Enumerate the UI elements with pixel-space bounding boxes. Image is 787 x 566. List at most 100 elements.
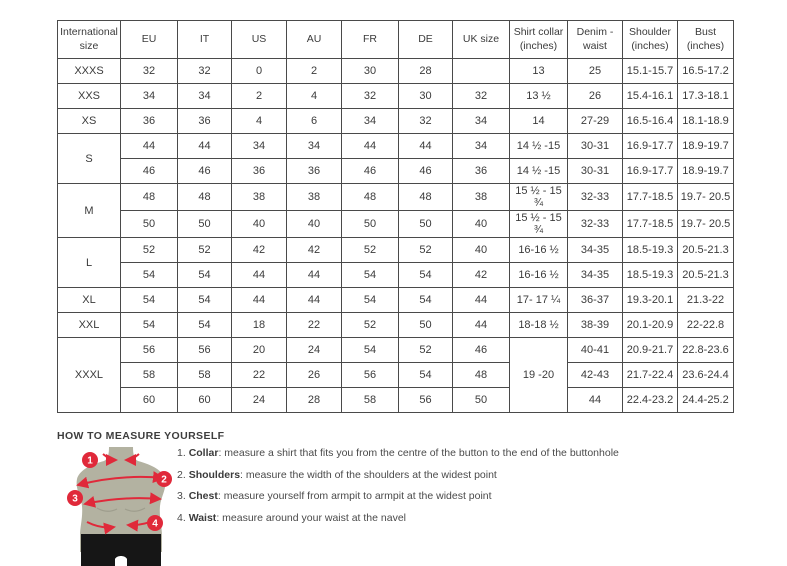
cell-fr: 56 [341, 362, 399, 388]
cell-de: 48 [398, 183, 453, 211]
cell-it: 54 [177, 262, 232, 288]
cell-de: 46 [398, 158, 453, 184]
cell-shirt-collar: 13 ½ [509, 83, 568, 109]
table-header-row: International size EU IT US AU FR DE UK … [57, 20, 734, 59]
cell-uk: 46 [452, 337, 510, 363]
measure-title: HOW TO MEASURE YOURSELF [57, 430, 225, 442]
cell-us: 40 [231, 210, 287, 238]
cell-fr: 50 [341, 210, 399, 238]
cell-fr: 30 [341, 58, 399, 84]
svg-text:4: 4 [152, 519, 158, 530]
cell-bust: 20.5-21.3 [677, 237, 734, 263]
cell-bust: 18.9-19.7 [677, 158, 734, 184]
step-text: : measure yourself from armpit to armpit… [217, 490, 492, 503]
size-group-label: L [57, 237, 121, 288]
cell-us: 36 [231, 158, 287, 184]
cell-shirt-collar: 15 ½ - 15 ¾ [509, 210, 568, 238]
cell-au: 44 [286, 262, 342, 288]
cell-fr: 32 [341, 83, 399, 109]
cell-uk: 40 [452, 210, 510, 238]
cell-it: 32 [177, 58, 232, 84]
cell-bust: 22.8-23.6 [677, 337, 734, 363]
measure-steps: 1. Collar: measure a shirt that fits you… [177, 447, 737, 533]
cell-de: 32 [398, 108, 453, 134]
header-au: AU [286, 20, 342, 59]
header-uk-size: UK size [452, 20, 510, 59]
cell-fr: 46 [341, 158, 399, 184]
cell-de: 28 [398, 58, 453, 84]
measure-step: 3. Chest: measure yourself from armpit t… [177, 490, 737, 502]
cell-shoulder: 20.9-21.7 [622, 337, 678, 363]
step-label: Collar [188, 447, 219, 459]
cell-eu: 54 [120, 287, 178, 313]
cell-eu: 54 [120, 262, 178, 288]
cell-us: 0 [231, 58, 287, 84]
cell-us: 42 [231, 237, 287, 263]
cell-au: 40 [286, 210, 342, 238]
cell-us: 2 [231, 83, 287, 109]
header-fr: FR [341, 20, 399, 59]
cell-bust: 18.1-18.9 [677, 108, 734, 134]
cell-bust: 16.5-17.2 [677, 58, 734, 84]
cell-it: 50 [177, 210, 232, 238]
cell-au: 2 [286, 58, 342, 84]
header-us: US [231, 20, 287, 59]
cell-it: 54 [177, 287, 232, 313]
cell-au: 38 [286, 183, 342, 211]
cell-bust: 24.4-25.2 [677, 387, 734, 413]
size-group-label: M [57, 183, 121, 238]
cell-au: 44 [286, 287, 342, 313]
cell-uk: 48 [452, 362, 510, 388]
header-it: IT [177, 20, 232, 59]
svg-text:2: 2 [161, 475, 167, 486]
cell-de: 54 [398, 362, 453, 388]
cell-shoulder: 15.1-15.7 [622, 58, 678, 84]
cell-uk: 40 [452, 237, 510, 263]
cell-au: 34 [286, 133, 342, 159]
cell-au: 28 [286, 387, 342, 413]
table-row: XXS 34 34 2 4 32 30 32 13 ½ 26 15.4-16.1 17.3-18.1 [57, 83, 734, 109]
svg-text:3: 3 [72, 494, 78, 505]
cell-uk: 44 [452, 312, 510, 338]
cell-de: 52 [398, 337, 453, 363]
cell-shoulder: 20.1-20.9 [622, 312, 678, 338]
collar-arrow [124, 453, 140, 466]
cell-uk: 42 [452, 262, 510, 288]
cell-it: 44 [177, 133, 232, 159]
cell-uk: 36 [452, 158, 510, 184]
step-number: 2. [177, 468, 189, 481]
cell-au: 26 [286, 362, 342, 388]
step-text: : measure around your waist at the navel [216, 511, 406, 524]
chest-arrow [83, 492, 162, 508]
table-row: 46 46 36 36 46 46 36 14 ½ -15 30-31 16.9-17.7 18.9… [58, 158, 734, 184]
cell-denim-waist: 30-31 [567, 158, 623, 184]
cell-bust: 20.5-21.3 [677, 262, 734, 288]
table-row: M 48 48 38 38 48 48 38 15 ½ - 15 ¾ 32-33 17.7-18.5… [57, 183, 734, 238]
measure-step-2-badge: 2 [156, 471, 172, 487]
cell-it: 54 [177, 312, 232, 338]
cell-shoulder: 22.4-23.2 [622, 387, 678, 413]
waist-arrow [86, 521, 116, 535]
cell-uk: 32 [452, 83, 510, 109]
step-number: 4. [177, 511, 189, 524]
cell-shoulder: 15.4-16.1 [622, 83, 678, 109]
step-label: Shoulders [188, 468, 241, 481]
table-row: XS 36 36 4 6 34 32 34 14 27-29 16.5-16.4 18.1-18.9 [57, 108, 734, 134]
cell-shirt-collar: 14 [509, 108, 568, 134]
cell-it: 58 [177, 362, 232, 388]
size-group-label: XXL [57, 312, 121, 338]
step-text: : measure the width of the shoulders at … [240, 468, 497, 481]
cell-us: 24 [231, 387, 287, 413]
cell-uk: 34 [452, 133, 510, 159]
measure-step-4-badge: 4 [147, 515, 163, 531]
step-text: : measure a shirt that fits you from the… [218, 447, 619, 459]
measure-section: HOW TO MEASURE YOURSELF [57, 430, 767, 566]
cell-uk: 44 [452, 287, 510, 313]
cell-denim-waist: 34-35 [567, 237, 623, 263]
cell-denim-waist: 36-37 [567, 287, 623, 313]
cell-shoulder: 17.7-18.5 [622, 210, 678, 238]
cell-fr: 58 [341, 387, 399, 413]
cell-fr: 48 [341, 183, 399, 211]
cell-denim-waist: 40-41 [567, 337, 623, 363]
measure-step-3-badge: 3 [67, 490, 83, 506]
